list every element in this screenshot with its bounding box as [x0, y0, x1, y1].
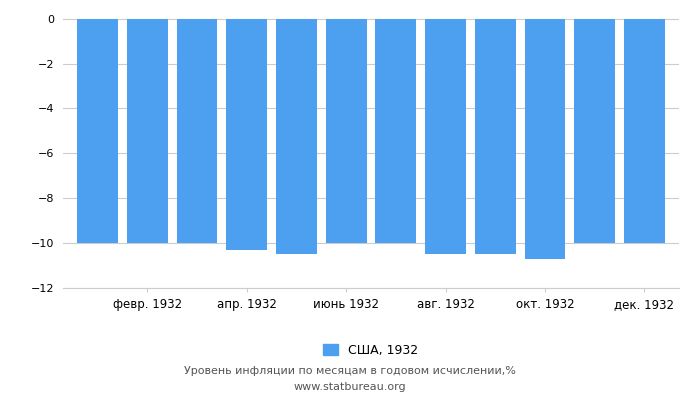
Bar [524, 19, 565, 259]
Bar [127, 19, 168, 243]
Bar [78, 19, 118, 243]
Bar [375, 19, 416, 243]
Bar [574, 19, 615, 243]
Bar [276, 19, 317, 254]
Text: www.statbureau.org: www.statbureau.org [294, 382, 406, 392]
Bar [475, 19, 516, 254]
Legend: США, 1932: США, 1932 [323, 344, 419, 357]
Bar [326, 19, 367, 243]
Text: Уровень инфляции по месяцам в годовом исчислении,%: Уровень инфляции по месяцам в годовом ис… [184, 366, 516, 376]
Bar [177, 19, 218, 243]
Bar [624, 19, 664, 243]
Bar [226, 19, 267, 250]
Bar [425, 19, 466, 254]
